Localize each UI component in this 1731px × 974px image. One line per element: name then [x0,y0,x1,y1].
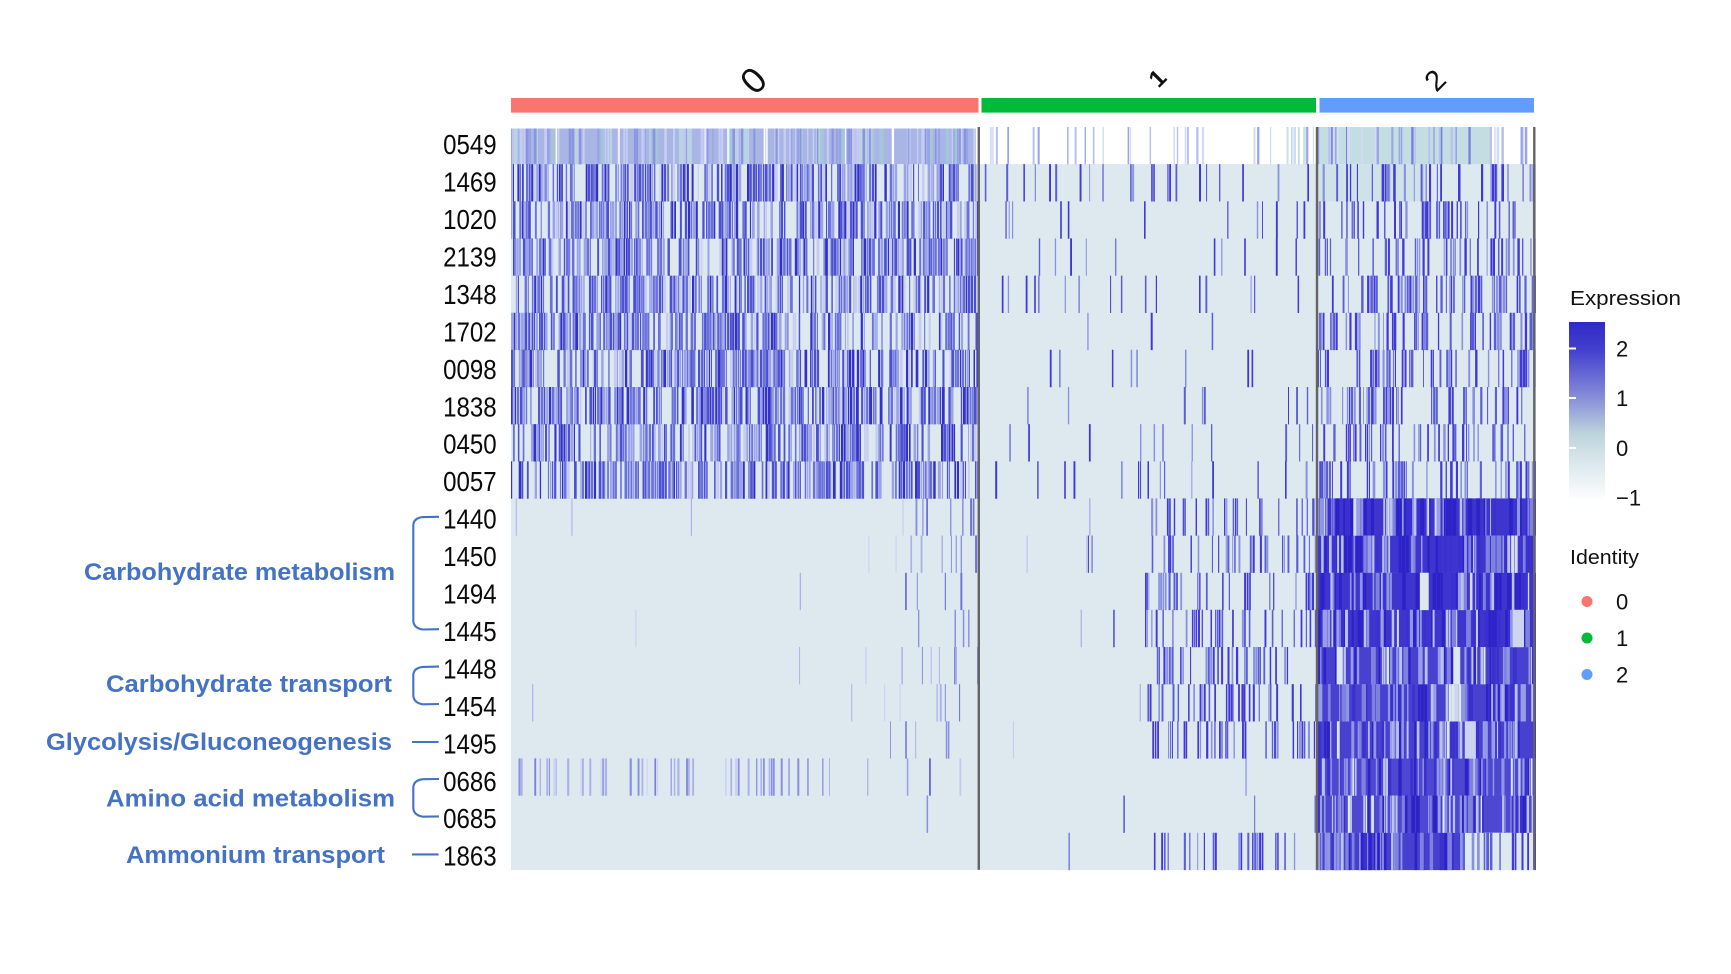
svg-text:2: 2 [1616,337,1628,362]
svg-text:0098: 0098 [443,354,497,385]
svg-text:1020: 1020 [443,204,497,235]
svg-text:0057: 0057 [443,466,497,497]
svg-text:0685: 0685 [443,803,497,834]
svg-text:1494: 1494 [443,579,497,610]
svg-text:1: 1 [1616,626,1628,651]
svg-text:0: 0 [1616,590,1628,615]
svg-text:1448: 1448 [443,653,497,684]
svg-text:0: 0 [1616,436,1628,461]
svg-text:1: 1 [1616,386,1628,411]
svg-text:1348: 1348 [443,279,497,310]
svg-text:Carbohydrate metabolism: Carbohydrate metabolism [84,560,395,586]
svg-text:0549: 0549 [443,129,497,160]
svg-text:1863: 1863 [443,841,497,872]
svg-text:1440: 1440 [443,504,497,535]
svg-text:Carbohydrate transport: Carbohydrate transport [106,672,392,698]
svg-text:Identity: Identity [1570,547,1639,569]
svg-text:0686: 0686 [443,766,497,797]
svg-text:1469: 1469 [443,167,497,198]
svg-text:1495: 1495 [443,728,497,759]
svg-text:Amino acid metabolism: Amino acid metabolism [106,786,395,812]
svg-text:1838: 1838 [443,391,497,422]
svg-text:1702: 1702 [443,316,497,347]
svg-text:1450: 1450 [443,541,497,572]
svg-text:2: 2 [1616,663,1628,688]
svg-text:1454: 1454 [443,691,497,722]
svg-text:1445: 1445 [443,616,497,647]
svg-text:Ammonium transport: Ammonium transport [126,843,385,869]
svg-text:Glycolysis/Gluconeogenesis: Glycolysis/Gluconeogenesis [46,730,392,756]
svg-text:0450: 0450 [443,429,497,460]
svg-text:Expression: Expression [1570,288,1681,310]
svg-text:2139: 2139 [443,242,497,273]
svg-text:−1: −1 [1616,486,1641,511]
